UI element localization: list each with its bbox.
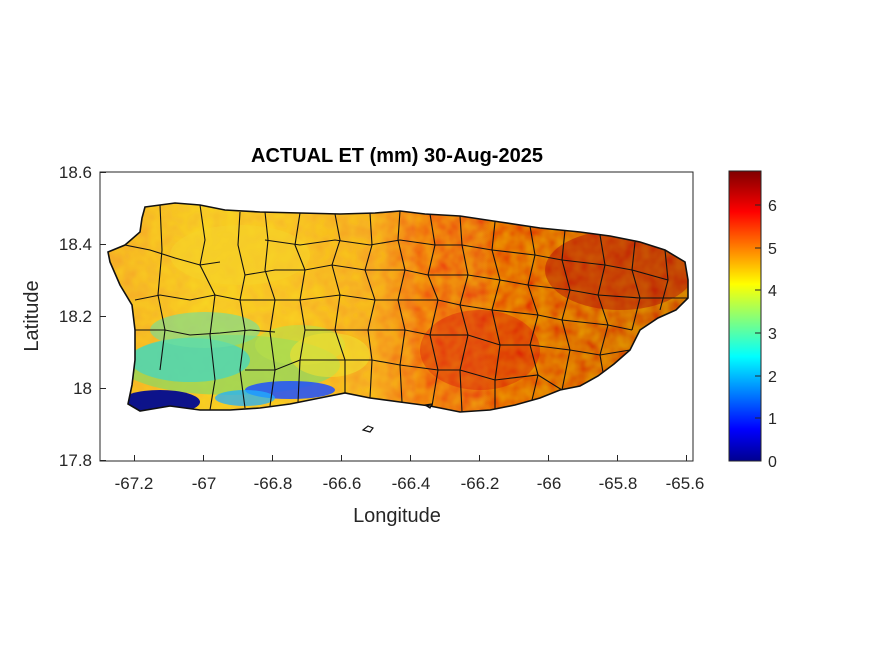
colorbar-label: 4 <box>768 283 777 300</box>
offshore-islet <box>361 425 374 433</box>
y-tick-label: 18 <box>73 379 92 398</box>
x-tick-label: -66.6 <box>323 474 362 493</box>
y-tick-label: 18.4 <box>59 235 92 254</box>
coastline <box>107 202 689 413</box>
y-axis <box>100 172 106 461</box>
offshore-islet <box>423 403 434 409</box>
municipality-boundaries <box>124 204 688 412</box>
x-axis-label: Longitude <box>353 505 441 527</box>
y-tick-label: 18.6 <box>59 163 92 182</box>
chart-title: ACTUAL ET (mm) 30-Aug-2025 <box>251 145 543 167</box>
x-tick-label: -65.8 <box>599 474 638 493</box>
x-tick-label: -66 <box>537 474 562 493</box>
colorbar-label: 5 <box>768 241 777 258</box>
x-tick-label: -65.6 <box>666 474 705 493</box>
x-tick-label: -66.2 <box>461 474 500 493</box>
x-tick-label: -67 <box>192 474 217 493</box>
x-tick-label: -67.2 <box>115 474 154 493</box>
colorbar-label: 0 <box>768 454 777 471</box>
colorbar-label: 2 <box>768 369 777 386</box>
y-tick-label: 17.8 <box>59 451 92 470</box>
x-tick-label: -66.4 <box>392 474 431 493</box>
y-tick-label: 18.2 <box>59 307 92 326</box>
x-tick-label: -66.8 <box>254 474 293 493</box>
colorbar-ticks <box>755 204 761 462</box>
y-axis-label: Latitude <box>21 280 43 351</box>
colorbar-label: 3 <box>768 326 777 343</box>
x-axis <box>134 455 687 461</box>
colorbar <box>728 170 762 462</box>
colorbar-label: 1 <box>768 411 777 428</box>
colorbar-label: 6 <box>768 198 777 215</box>
